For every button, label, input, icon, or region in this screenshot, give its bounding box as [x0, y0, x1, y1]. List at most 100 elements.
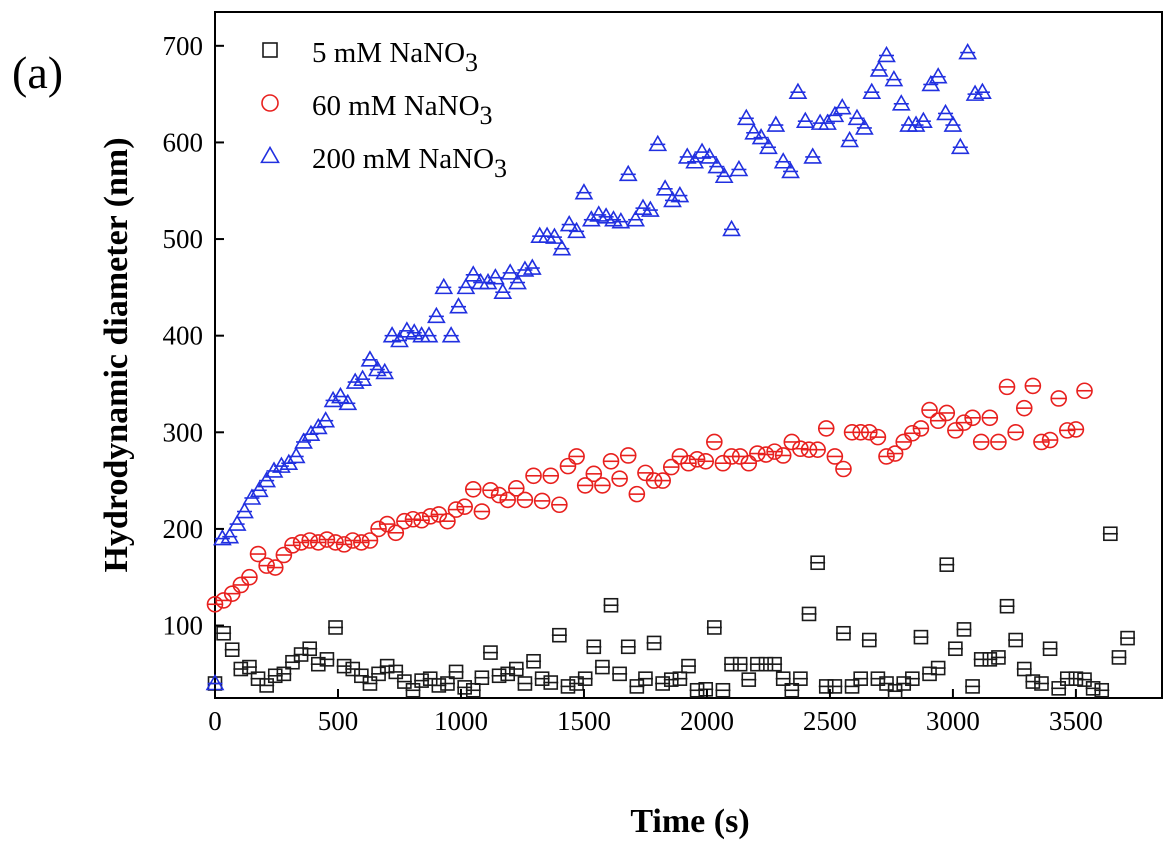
data-point	[965, 84, 985, 101]
data-point	[775, 671, 791, 686]
data-point	[319, 652, 335, 667]
data-point	[706, 620, 722, 635]
data-point	[267, 668, 283, 684]
data-point	[258, 557, 275, 574]
data-point	[1050, 390, 1067, 407]
data-point	[740, 454, 758, 472]
data-point	[1024, 377, 1042, 395]
data-point	[353, 369, 372, 386]
y-tick-label: 700	[163, 31, 204, 61]
data-point	[835, 460, 852, 478]
data-point	[1041, 431, 1059, 449]
data-point	[619, 447, 637, 464]
data-point	[486, 268, 505, 285]
data-point	[1077, 672, 1093, 687]
data-point	[939, 557, 955, 572]
data-point	[404, 510, 422, 528]
data-point	[611, 470, 628, 487]
data-point	[655, 179, 675, 196]
data-point	[998, 378, 1016, 396]
data-point	[914, 111, 933, 128]
data-point	[286, 446, 306, 464]
data-point	[741, 672, 757, 687]
data-point	[947, 422, 964, 439]
data-point	[646, 635, 662, 651]
data-point	[500, 666, 516, 682]
data-point	[896, 676, 912, 691]
data-point	[335, 536, 353, 553]
y-axis-title: Hydrodynamic diameter (nm)	[98, 137, 135, 572]
data-point	[542, 467, 560, 485]
data-point	[353, 668, 369, 684]
data-point	[396, 512, 413, 530]
data-point	[413, 511, 430, 529]
y-tick-label: 600	[163, 127, 204, 157]
data-point	[655, 676, 671, 691]
legend-label-subscript: 3	[465, 48, 478, 77]
data-point	[990, 650, 1006, 665]
legend-marker-circle	[261, 94, 279, 112]
data-point	[913, 629, 929, 645]
data-point	[310, 534, 327, 551]
data-point	[522, 258, 542, 275]
data-point	[344, 532, 362, 549]
data-point	[1051, 681, 1067, 696]
series-2	[205, 42, 992, 691]
data-point	[515, 260, 535, 277]
data-point	[284, 654, 300, 670]
data-point	[362, 676, 378, 691]
data-point	[788, 82, 808, 99]
data-point	[431, 678, 447, 693]
data-point	[869, 428, 887, 446]
data-point	[854, 118, 874, 135]
data-point	[302, 641, 318, 657]
data-point	[912, 420, 930, 437]
legend-label: 60 mM NaNO3	[312, 90, 493, 130]
data-point	[861, 632, 877, 648]
data-point	[958, 42, 978, 60]
data-point	[594, 477, 611, 494]
data-point	[586, 639, 602, 655]
data-point	[672, 671, 688, 686]
data-point	[956, 622, 972, 637]
data-point	[276, 666, 292, 682]
data-point	[792, 671, 808, 686]
data-point	[241, 659, 257, 675]
data-point	[259, 678, 275, 693]
data-point	[766, 115, 786, 132]
data-point	[891, 94, 911, 111]
data-point	[559, 457, 577, 475]
data-point	[611, 212, 631, 229]
data-point	[257, 470, 277, 488]
data-point	[626, 210, 645, 227]
data-point	[628, 485, 646, 503]
data-point	[421, 508, 439, 525]
data-point	[233, 661, 249, 677]
data-point	[543, 675, 559, 690]
data-point	[353, 534, 370, 551]
legend-label: 200 mM NaNO3	[312, 143, 507, 183]
data-point	[1111, 650, 1127, 665]
data-point	[328, 620, 344, 635]
data-point	[835, 625, 851, 641]
data-point	[526, 653, 542, 669]
data-point	[249, 480, 269, 498]
data-point	[633, 198, 653, 215]
data-point	[697, 452, 715, 470]
data-point	[516, 491, 534, 509]
data-point	[801, 606, 817, 622]
data-point	[390, 330, 409, 348]
data-point	[464, 481, 482, 498]
data-point	[784, 682, 800, 698]
data-point	[714, 166, 734, 184]
y-tick-label: 200	[163, 514, 204, 544]
y-tick-label: 100	[163, 611, 204, 641]
data-point	[879, 676, 895, 691]
data-point	[637, 464, 654, 482]
data-point	[441, 326, 461, 343]
data-point	[316, 411, 336, 428]
data-point	[886, 445, 904, 462]
data-point	[345, 372, 365, 389]
data-point	[482, 645, 498, 660]
plot-frame	[214, 11, 1163, 699]
